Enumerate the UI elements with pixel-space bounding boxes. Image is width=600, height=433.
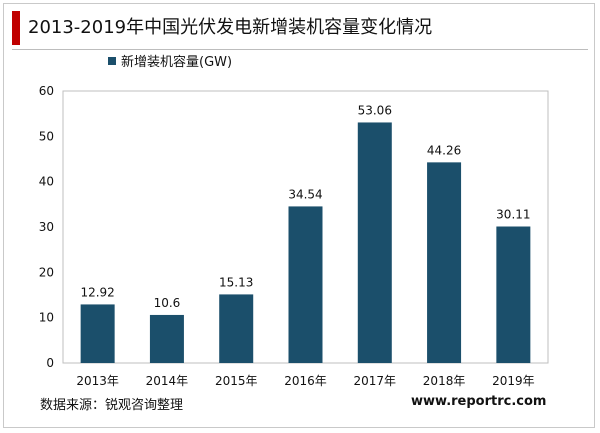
x-tick-label: 2013年	[76, 374, 119, 388]
x-tick-label: 2018年	[423, 374, 466, 388]
y-tick-label: 0	[46, 356, 54, 370]
bar-value-label: 10.6	[154, 296, 181, 310]
legend-label: 新增装机容量(GW)	[121, 54, 232, 70]
bar	[357, 122, 392, 363]
bar	[80, 304, 115, 363]
y-tick-label: 10	[39, 311, 54, 325]
x-axis: 2013年 2014年 2015年 2016年 2017年 2018年 2019年	[76, 374, 534, 388]
x-tick-label: 2014年	[146, 374, 189, 388]
bar-value-label: 44.26	[427, 143, 461, 157]
title-accent-bar	[12, 11, 20, 45]
y-tick-label: 50	[39, 129, 54, 143]
title-divider	[12, 49, 588, 50]
bar-value-label: 30.11	[496, 208, 530, 222]
source-note: 数据来源：锐观咨询整理	[40, 398, 184, 413]
x-tick-label: 2019年	[492, 374, 535, 388]
legend-swatch	[108, 57, 116, 65]
bar	[149, 314, 184, 363]
y-tick-label: 30	[39, 220, 54, 234]
page-title: 2013-2019年中国光伏发电新增装机容量变化情况	[28, 17, 433, 38]
y-axis: 0 10 20 30 40 50 60	[39, 84, 54, 370]
bar	[427, 162, 462, 363]
y-tick-label: 40	[39, 175, 54, 189]
bar-value-label: 15.13	[219, 275, 253, 289]
bar	[288, 206, 323, 363]
y-tick-label: 60	[39, 84, 54, 98]
bar	[219, 294, 254, 363]
x-tick-label: 2017年	[354, 374, 397, 388]
x-tick-label: 2015年	[215, 374, 258, 388]
legend: 新增装机容量(GW)	[108, 54, 232, 70]
bar-value-label: 34.54	[288, 187, 322, 201]
bars	[80, 122, 531, 363]
website-link[interactable]: www.reportrc.com	[411, 394, 547, 409]
x-tick-label: 2016年	[284, 374, 327, 388]
bar-value-label: 53.06	[358, 103, 392, 117]
data-labels: 12.92 10.6 15.13 34.54 53.06 44.26 30.11	[80, 103, 530, 309]
bar-value-label: 12.92	[80, 285, 114, 299]
y-tick-label: 20	[39, 265, 54, 279]
bar	[496, 226, 531, 363]
